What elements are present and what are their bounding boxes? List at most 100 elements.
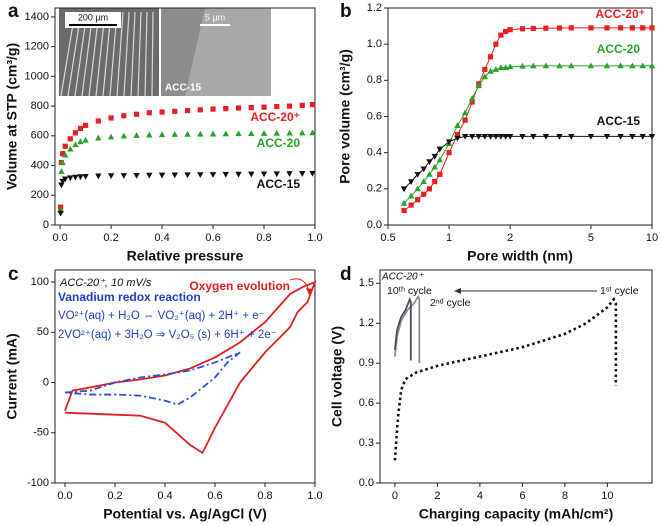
marker [469, 99, 475, 105]
marker [639, 133, 646, 140]
marker [568, 133, 575, 140]
marker [107, 133, 115, 140]
y-tick-label: 1400 [25, 11, 49, 23]
marker [133, 111, 140, 117]
marker [530, 62, 537, 69]
marker [617, 25, 624, 31]
marker [407, 179, 415, 185]
marker [82, 173, 89, 180]
marker [121, 113, 127, 119]
marker [299, 171, 306, 177]
marker [184, 172, 191, 179]
arrow-head [454, 288, 461, 294]
fiber [151, 11, 154, 97]
marker [426, 170, 433, 177]
marker [415, 197, 421, 203]
marker [487, 133, 494, 140]
marker [77, 125, 84, 131]
marker [502, 64, 509, 71]
annotation: 2VO²⁺(aq) + 3H₂O ⇒ V₂O₅ (s) + 6H⁺ + 2e⁻ [58, 329, 277, 341]
marker [58, 168, 65, 174]
y-tick-label: 0.8 [367, 74, 382, 86]
x-tick-label: 5 [588, 232, 594, 244]
marker [507, 27, 513, 33]
marker [273, 129, 280, 136]
marker [248, 171, 255, 178]
marker [639, 62, 646, 69]
marker [568, 62, 575, 69]
marker [235, 130, 242, 137]
arrow [289, 278, 310, 293]
marker [414, 171, 421, 178]
panel-label: d [340, 264, 352, 285]
marker [648, 133, 656, 140]
x-tick-label: 0.5 [380, 232, 395, 244]
plot-frame [54, 7, 316, 226]
marker [519, 133, 526, 140]
marker [502, 133, 509, 140]
marker [604, 25, 610, 31]
marker [436, 156, 443, 163]
y-tick-label: 0.6 [359, 397, 374, 409]
marker [67, 175, 74, 182]
marker [400, 186, 408, 193]
marker [309, 170, 316, 177]
y-axis-label: Volume at STP (cm³/g) [4, 43, 20, 190]
inset-label: ACC-15 [165, 83, 202, 94]
marker [461, 133, 469, 140]
marker [431, 163, 438, 170]
marker [469, 95, 476, 101]
marker [82, 122, 89, 129]
marker [519, 26, 526, 32]
marker [556, 133, 563, 140]
marker [210, 106, 216, 112]
marker [60, 151, 66, 157]
y-tick-label: 1200 [25, 41, 49, 53]
marker [587, 133, 595, 140]
series-label: ACC-20⁺ [250, 110, 300, 124]
marker [72, 174, 79, 181]
x-tick-label: 0.2 [107, 490, 122, 502]
marker [543, 25, 549, 31]
marker [171, 131, 179, 137]
marker [273, 171, 280, 178]
marker [260, 130, 268, 136]
marker [77, 174, 84, 181]
y-tick-label: 1.0 [367, 38, 382, 50]
annotation: VO²⁺(aq) + H₂O ⇔ VO₂⁺(aq) + 2H⁺ + e⁻ [58, 310, 265, 322]
series-line [393, 296, 412, 361]
y-axis-label: Current (mA) [4, 333, 20, 419]
marker [498, 32, 504, 38]
marker [62, 143, 68, 149]
marker [542, 62, 550, 69]
x-tick-label: 0.0 [57, 490, 72, 502]
marker [274, 103, 280, 110]
series-label: ACC-20 [597, 42, 641, 56]
marker [629, 133, 636, 140]
marker [133, 172, 140, 179]
marker [481, 133, 489, 140]
marker [530, 133, 537, 140]
marker [556, 62, 563, 69]
marker [617, 62, 624, 69]
marker [120, 173, 128, 179]
marker [454, 122, 461, 128]
marker [454, 131, 461, 138]
series-label: ACC-15 [257, 177, 301, 191]
x-axis-label: Pore width (nm) [467, 248, 573, 264]
marker [61, 151, 69, 158]
marker [299, 102, 305, 108]
marker [461, 109, 469, 116]
marker [146, 110, 152, 116]
marker [603, 62, 611, 69]
x-tick-label: 1.0 [307, 232, 322, 244]
marker [469, 133, 476, 140]
marker [493, 41, 499, 47]
y-tick-label: 100 [31, 276, 49, 288]
marker [67, 145, 74, 152]
y-tick-label: 0 [43, 219, 49, 231]
marker [454, 135, 461, 142]
marker [414, 185, 421, 192]
y-tick-label: 1000 [25, 70, 49, 82]
marker [222, 171, 229, 178]
